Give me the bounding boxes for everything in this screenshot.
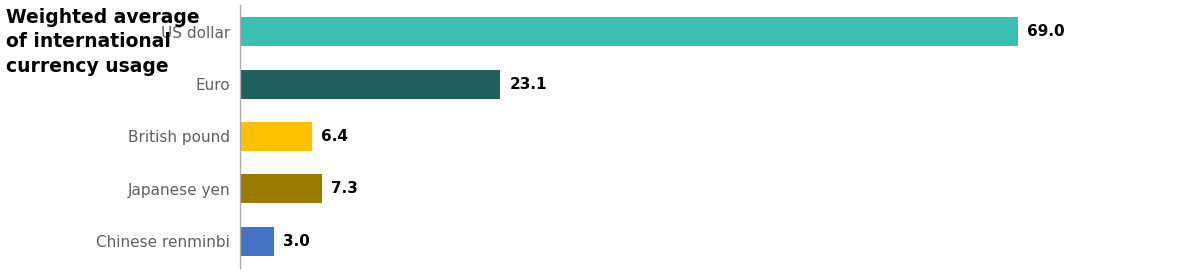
Bar bbox=[240, 17, 1018, 46]
Text: Weighted average
of international
currency usage: Weighted average of international curren… bbox=[6, 8, 199, 76]
Text: 23.1: 23.1 bbox=[509, 77, 547, 92]
Bar bbox=[240, 122, 312, 151]
Text: 69.0: 69.0 bbox=[1026, 24, 1064, 39]
Bar bbox=[240, 70, 500, 99]
Text: 7.3: 7.3 bbox=[331, 181, 358, 196]
Text: 6.4: 6.4 bbox=[322, 129, 348, 144]
Text: 3.0: 3.0 bbox=[283, 234, 310, 249]
Bar bbox=[240, 227, 274, 256]
Bar bbox=[240, 174, 323, 203]
